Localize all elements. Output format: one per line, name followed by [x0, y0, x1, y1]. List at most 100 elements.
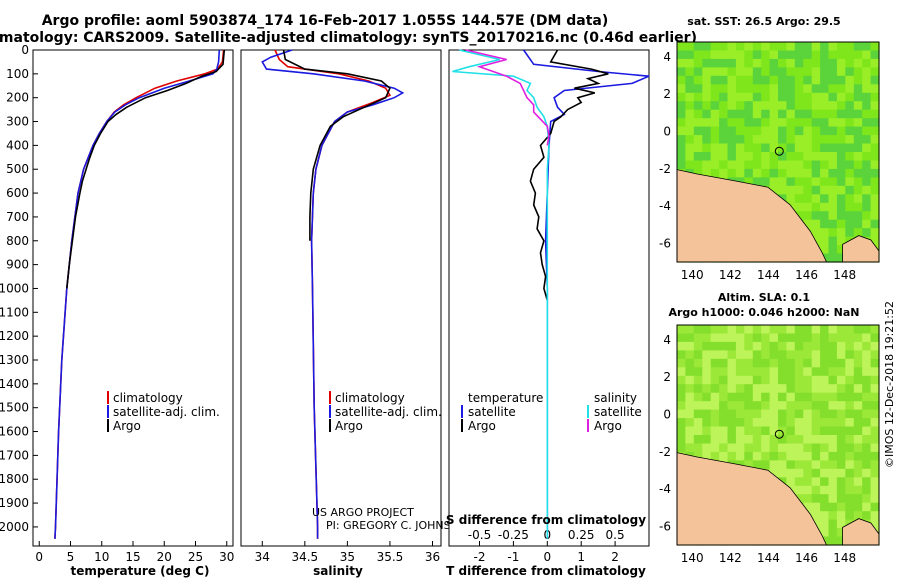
map-cell	[794, 443, 804, 453]
series-line-s-argo	[465, 49, 550, 146]
map-cell	[862, 185, 872, 195]
map-cell	[685, 58, 695, 68]
map-cell	[778, 84, 787, 94]
map-cell	[836, 502, 846, 512]
map-cell	[761, 152, 771, 162]
map-cell	[735, 375, 745, 385]
depth-ticks: 0 100 200 300 400 500 600 700 800 900 1000 1100 1200…	[0, 43, 38, 534]
map-cell	[836, 58, 846, 68]
map-cell	[778, 384, 787, 394]
map-cell	[778, 101, 787, 111]
map-cell	[719, 375, 729, 385]
map-cell	[744, 50, 754, 60]
map-cell	[803, 426, 813, 436]
map-cell	[828, 367, 838, 377]
map-cell	[820, 451, 830, 461]
map-cell	[727, 435, 737, 445]
y-tick-label: 500	[6, 162, 29, 176]
map-cell	[735, 350, 745, 360]
map-cell	[752, 384, 762, 394]
map-cell	[862, 485, 872, 495]
map-cell	[786, 185, 796, 195]
map-cell	[870, 435, 880, 445]
x-tick-label: -1	[507, 550, 519, 564]
map-cell	[677, 75, 686, 85]
map-cell	[761, 358, 771, 368]
map-cell	[828, 84, 838, 94]
map-cell	[870, 219, 880, 229]
map-cell	[870, 185, 880, 195]
map-cell	[828, 494, 838, 504]
map-cell	[735, 84, 745, 94]
map-cell	[794, 67, 804, 77]
map-cell	[693, 101, 703, 111]
map-cell	[786, 350, 796, 360]
map-cell	[811, 502, 821, 512]
map-cell	[845, 152, 855, 162]
map-cell	[862, 92, 872, 102]
map-cell	[735, 75, 745, 85]
map-cell	[778, 435, 787, 445]
y-tick-label: 1200	[0, 329, 29, 343]
map-cell	[845, 367, 855, 377]
map-x-tick-label: 144	[757, 268, 780, 282]
map-cell	[693, 325, 703, 335]
map-cell	[794, 126, 804, 136]
map-cell	[752, 333, 762, 343]
map-cell	[677, 160, 686, 170]
map-cell	[811, 460, 821, 470]
map-cell	[752, 435, 762, 445]
legend-label-climatology: climatology	[113, 391, 183, 405]
map-cell	[803, 58, 813, 68]
map-cell	[862, 42, 872, 52]
map-cell	[693, 418, 703, 428]
map-cell	[744, 341, 754, 351]
salinity-panel: 34 34.5 35 35.5 36 salinity climatology sate…	[240, 49, 467, 578]
map-cell	[853, 219, 863, 229]
map-cell	[786, 58, 796, 68]
map-cell	[870, 58, 880, 68]
map-cell	[845, 426, 855, 436]
map-cell	[811, 194, 821, 204]
map-cell	[719, 341, 729, 351]
map-cell	[778, 350, 787, 360]
map-cell	[853, 418, 863, 428]
map-cell	[820, 511, 830, 521]
map-cell	[820, 367, 830, 377]
map-cell	[803, 418, 813, 428]
map-cell	[719, 333, 729, 343]
y-tick-label: 1300	[0, 353, 29, 367]
map-cell	[710, 384, 720, 394]
salinity-axis-label: salinity	[313, 564, 363, 578]
map-cell	[862, 126, 872, 136]
map-cell	[761, 84, 771, 94]
map-cell	[702, 418, 712, 428]
map-cell	[811, 485, 821, 495]
map-cell	[828, 468, 838, 478]
map-cell	[761, 392, 771, 402]
map-cell	[862, 101, 872, 111]
map-cell	[836, 135, 846, 145]
map-cell	[778, 367, 787, 377]
map-cell	[820, 109, 830, 119]
map-x-tick-label: 148	[833, 551, 856, 565]
map-cell	[803, 75, 813, 85]
map-cell	[769, 109, 779, 119]
map-cell	[735, 435, 745, 445]
map-cell	[744, 384, 754, 394]
map-cell	[761, 177, 771, 187]
map-cell	[786, 451, 796, 461]
map-cell	[862, 135, 872, 145]
map-cell	[845, 477, 855, 487]
map-cell	[794, 92, 804, 102]
map-cell	[870, 67, 880, 77]
map-cell	[853, 202, 863, 212]
y-tick-label: 0	[21, 43, 29, 57]
map-x-tick-label: 148	[833, 268, 856, 282]
map-cell	[870, 401, 880, 411]
map-cell	[811, 185, 821, 195]
map-cell	[820, 135, 830, 145]
map-cell	[811, 211, 821, 221]
map-cell	[853, 477, 863, 487]
